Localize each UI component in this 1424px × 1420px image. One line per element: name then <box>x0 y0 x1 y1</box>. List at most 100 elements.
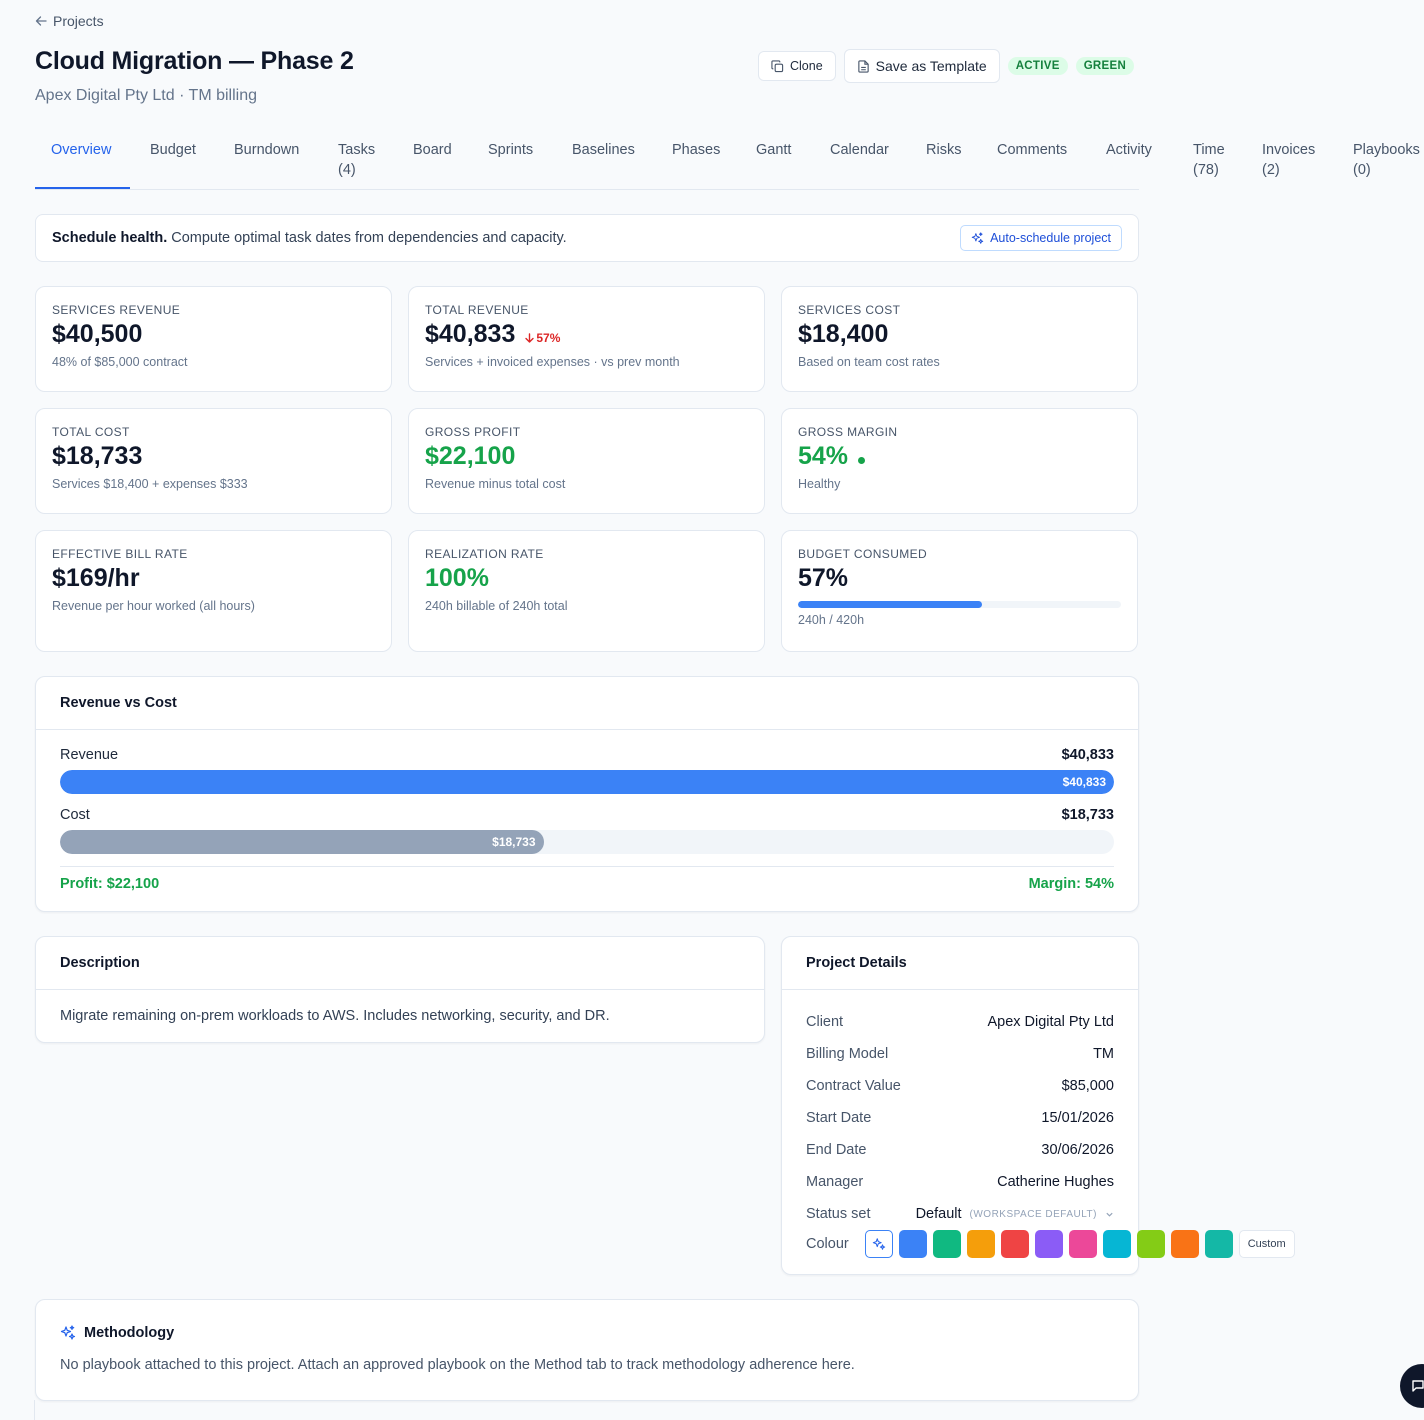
cost-row: Cost $18,733 <box>60 807 1114 823</box>
colour-swatch[interactable] <box>966 1230 995 1258</box>
tab-burndown[interactable]: Burndown <box>234 142 300 158</box>
methodology-header: Methodology <box>60 1325 174 1341</box>
kpi-value: $18,733 <box>52 442 143 470</box>
tab-risks[interactable]: Risks <box>926 142 962 158</box>
colour-swatch[interactable] <box>1034 1230 1063 1258</box>
colour-swatch[interactable] <box>898 1230 927 1258</box>
kpi-total-cost: Total Cost $18,733 Services $18,400 + ex… <box>35 408 392 514</box>
tab-tasks[interactable]: Tasks (4) <box>338 142 376 178</box>
kpi-label: Realization Rate <box>425 547 544 561</box>
tab-calendar[interactable]: Calendar <box>830 142 889 158</box>
sparkles-icon <box>872 1238 885 1250</box>
detail-row-end-date: End Date 30/06/2026 <box>806 1142 1114 1158</box>
tab-overview[interactable]: Overview <box>51 142 112 158</box>
schedule-health-banner: Schedule health. Compute optimal task da… <box>35 214 1139 262</box>
revenue-bar: $40,833 <box>60 770 1114 794</box>
detail-row-contract-value: Contract Value $85,000 <box>806 1078 1114 1094</box>
tab-board[interactable]: Board <box>413 142 452 158</box>
cost-amount: $18,733 <box>1061 807 1114 823</box>
colour-swatch[interactable] <box>1170 1230 1199 1258</box>
detail-row-status-set: Status set Default (WORKSPACE DEFAULT) <box>806 1198 1114 1230</box>
tab-time[interactable]: Time (78) <box>1193 142 1225 178</box>
kpi-subtext: Services $18,400 + expenses $333 <box>52 477 248 491</box>
colour-swatch[interactable] <box>1102 1230 1131 1258</box>
save-as-template-label: Save as Template <box>875 58 987 74</box>
card-title: Project Details <box>782 937 1138 990</box>
profit-text: Profit: $22,100 <box>60 876 160 892</box>
kpi-subtext: Based on team cost rates <box>798 355 940 369</box>
page-subtitle: Apex Digital Pty Ltd · TM billing <box>35 87 258 104</box>
auto-schedule-button[interactable]: Auto-schedule project <box>960 225 1122 251</box>
back-to-projects-link[interactable]: Projects <box>35 13 104 29</box>
clone-button[interactable]: Clone <box>758 51 836 81</box>
sparkles-icon <box>60 1325 76 1340</box>
kpi-effective-bill-rate: Effective Bill Rate $169/hr Revenue per … <box>35 530 392 652</box>
kpi-gross-margin: Gross Margin 54% Healthy <box>781 408 1138 514</box>
tab-sprints[interactable]: Sprints <box>488 142 534 158</box>
tab-budget[interactable]: Budget <box>150 142 196 158</box>
cost-label: Cost <box>60 807 90 823</box>
revenue-bar-track: $40,833 <box>60 770 1114 794</box>
file-icon <box>857 59 869 73</box>
revenue-amount: $40,833 <box>1061 747 1114 763</box>
tab-comments[interactable]: Comments <box>997 142 1068 158</box>
detail-row-billing-model: Billing Model TM <box>806 1046 1114 1062</box>
kpi-value: $169/hr <box>52 564 140 592</box>
tab-activity[interactable]: Activity <box>1106 142 1152 158</box>
kpi-subtext: Revenue per hour worked (all hours) <box>52 599 255 613</box>
schedule-health-text: Compute optimal task dates from dependen… <box>171 230 567 246</box>
detail-row-client: Client Apex Digital Pty Ltd <box>806 1014 1114 1030</box>
kpi-services-revenue: Services Revenue $40,500 48% of $85,000 … <box>35 286 392 392</box>
chat-icon <box>1412 1380 1424 1392</box>
chat-button[interactable] <box>1400 1364 1424 1408</box>
colour-label: Colour <box>806 1236 849 1252</box>
colour-swatch[interactable] <box>1000 1230 1029 1258</box>
project-tabs: Overview Budget Burndown Tasks (4) Board … <box>35 130 1420 190</box>
back-label: Projects <box>53 13 104 29</box>
colour-picker: Colour Custom <box>806 1230 1295 1258</box>
margin-text: Margin: 54% <box>1028 876 1114 892</box>
sparkles-icon <box>971 231 984 244</box>
kpi-subtext: Healthy <box>798 477 841 491</box>
colour-auto-swatch[interactable] <box>864 1230 893 1258</box>
budget-progress-bar <box>798 601 1121 608</box>
revenue-row: Revenue $40,833 <box>60 747 1114 763</box>
description-text: Migrate remaining on-prem workloads to A… <box>60 1008 610 1024</box>
save-as-template-button[interactable]: Save as Template <box>843 49 1000 83</box>
tab-baselines[interactable]: Baselines <box>572 142 635 158</box>
copy-icon <box>771 59 784 72</box>
cost-bar: $18,733 <box>60 830 544 854</box>
page-title: Cloud Migration — Phase 2 <box>35 47 354 75</box>
kpi-label: Total Revenue <box>425 303 529 317</box>
divider <box>60 866 1114 867</box>
revenue-vs-cost-card: Revenue vs Cost Revenue $40,833 $40,833 … <box>35 676 1139 912</box>
kpi-label: Total Cost <box>52 425 130 439</box>
custom-colour-button[interactable]: Custom <box>1238 1230 1295 1258</box>
cost-bar-track: $18,733 <box>60 830 1114 854</box>
colour-swatches <box>898 1230 1233 1258</box>
status-set-select[interactable]: Default (WORKSPACE DEFAULT) <box>916 1206 1114 1222</box>
clone-label: Clone <box>790 59 823 73</box>
kpi-value: $40,833 57% <box>425 320 561 348</box>
colour-swatch[interactable] <box>1136 1230 1165 1258</box>
chevron-down-icon <box>1106 1212 1113 1217</box>
kpi-gross-profit: Gross Profit $22,100 Revenue minus total… <box>408 408 765 514</box>
kpi-label: Services Cost <box>798 303 901 317</box>
colour-swatch[interactable] <box>1204 1230 1233 1258</box>
tab-invoices[interactable]: Invoices (2) <box>1262 142 1316 178</box>
divider <box>34 1400 35 1420</box>
tab-playbooks[interactable]: Playbooks (0) <box>1353 142 1420 178</box>
kpi-value: $22,100 <box>425 442 516 470</box>
card-title: Revenue vs Cost <box>36 677 1138 730</box>
kpi-subtext: Revenue minus total cost <box>425 477 566 491</box>
kpi-label: Budget Consumed <box>798 547 928 561</box>
header-actions: Clone Save as Template ACTIVE GREEN <box>758 49 1135 83</box>
tab-phases[interactable]: Phases <box>672 142 721 158</box>
colour-swatch[interactable] <box>932 1230 961 1258</box>
trend-down-badge: 57% <box>525 331 560 345</box>
description-card: Description Migrate remaining on-prem wo… <box>35 936 765 1043</box>
tab-gantt[interactable]: Gantt <box>756 142 792 158</box>
colour-swatch[interactable] <box>1068 1230 1097 1258</box>
methodology-card: Methodology No playbook attached to this… <box>35 1299 1139 1401</box>
project-details-card: Project Details Client Apex Digital Pty L… <box>781 936 1139 1275</box>
